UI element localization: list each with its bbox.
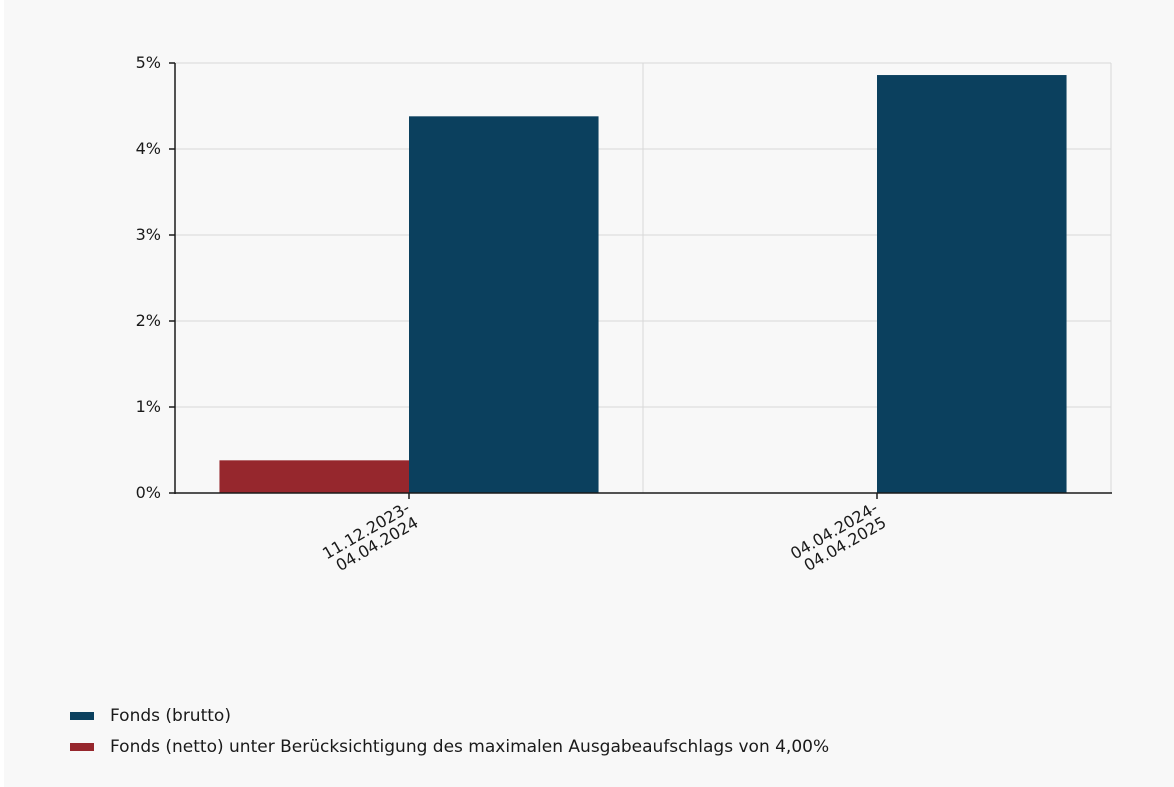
bar-brutto [409, 116, 599, 493]
x-tick-labels: 11.12.2023-04.04.2024 04.04.2024-04.04.20… [319, 498, 889, 575]
legend-label-brutto: Fonds (brutto) [110, 705, 231, 726]
y-tick-labels: 0% 1% 2% 3% 4% 5% [136, 53, 161, 502]
axes [169, 62, 1112, 499]
y-tick-label: 1% [136, 397, 161, 416]
legend-item-netto[interactable]: Fonds (netto) unter Berücksichtigung des… [70, 731, 829, 762]
y-tick-label: 4% [136, 139, 161, 158]
bar-chart: 0% 1% 2% 3% 4% 5% 11.12.2023-04.04.2024 04.04.… [136, 53, 1112, 575]
y-tick-label: 5% [136, 53, 161, 72]
bars [219, 75, 1067, 493]
chart-panel: 0% 1% 2% 3% 4% 5% 11.12.2023- 04.04.2024 04.04.… [4, 0, 1174, 787]
bar-brutto [877, 75, 1067, 493]
legend-item-brutto[interactable]: Fonds (brutto) [70, 700, 829, 731]
y-tick-label: 2% [136, 311, 161, 330]
y-tick-label: 0% [136, 483, 161, 502]
legend: Fonds (brutto) Fonds (netto) unter Berüc… [70, 700, 829, 762]
legend-swatch-brutto [70, 711, 94, 720]
legend-label-netto: Fonds (netto) unter Berücksichtigung des… [110, 736, 830, 757]
bar-netto [219, 460, 409, 493]
legend-swatch-netto [70, 742, 94, 751]
y-tick-label: 3% [136, 225, 161, 244]
